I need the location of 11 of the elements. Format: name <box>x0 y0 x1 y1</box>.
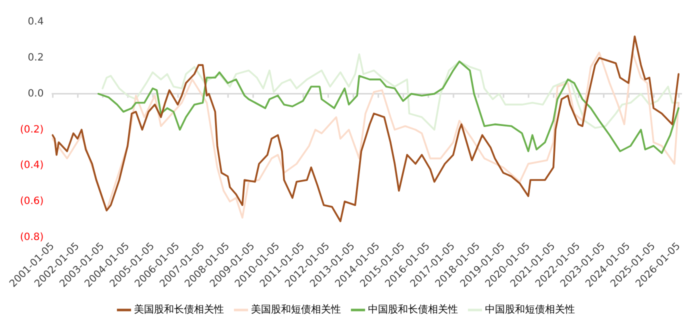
y-tick-label: 0.0 <box>28 88 44 100</box>
y-tick-label: (0.6) <box>20 196 44 208</box>
y-tick-label: (0.8) <box>20 232 44 244</box>
legend-label: 中国股和长债相关性 <box>368 304 458 316</box>
legend-label: 中国股和短债相关性 <box>485 304 575 316</box>
y-tick-label: 0.2 <box>28 52 44 64</box>
legend-label: 美国股和短债相关性 <box>251 304 341 316</box>
y-tick-label: (0.4) <box>20 160 44 172</box>
y-tick-label: (0.2) <box>20 124 44 136</box>
y-tick-label: 0.4 <box>28 16 44 28</box>
legend-label: 美国股和长债相关性 <box>134 304 224 316</box>
